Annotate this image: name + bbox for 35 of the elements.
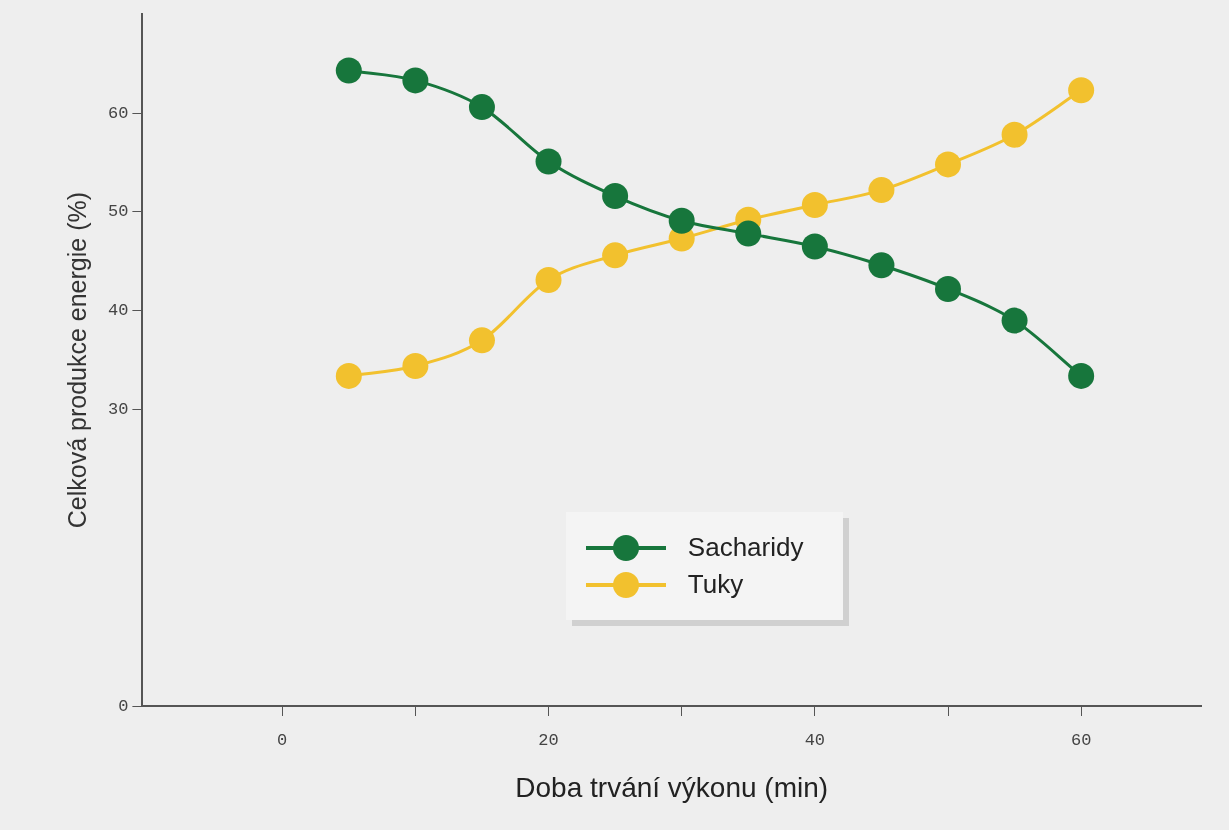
point: [735, 220, 762, 247]
point: [868, 252, 895, 279]
point: [668, 207, 695, 234]
point: [1068, 362, 1095, 389]
point: [801, 233, 828, 260]
x-tick-label: 60: [1070, 730, 1092, 750]
point: [935, 151, 961, 178]
point: [535, 267, 562, 294]
y-axis-title: Celková produkce energie (%): [62, 191, 91, 529]
legend-label: Tuky: [687, 569, 744, 601]
x-tick-label: 20: [538, 730, 559, 750]
point: [801, 191, 828, 218]
y-tick-label: 60: [108, 103, 129, 123]
y-tick-label: 50: [108, 202, 129, 222]
point: [335, 362, 362, 389]
point: [468, 94, 495, 121]
x-axis-title: Doba trvání výkonu (min): [515, 771, 829, 803]
point: [868, 177, 895, 204]
point: [535, 148, 562, 175]
x-tick-label: 0: [277, 730, 288, 750]
legend-label: Sacharidy: [687, 532, 804, 564]
point: [468, 327, 495, 354]
x-tick-label: 40: [804, 730, 826, 750]
point: [1001, 121, 1028, 148]
point: [402, 353, 429, 380]
point: [402, 67, 429, 94]
point: [1001, 307, 1028, 334]
point: [1068, 77, 1095, 104]
point: [935, 275, 961, 302]
point: [335, 57, 362, 84]
point: [602, 183, 629, 210]
point: [602, 242, 629, 269]
y-tick-label: 0: [118, 696, 129, 716]
y-tick-label: 40: [108, 301, 129, 321]
y-tick-label: 30: [108, 400, 129, 420]
